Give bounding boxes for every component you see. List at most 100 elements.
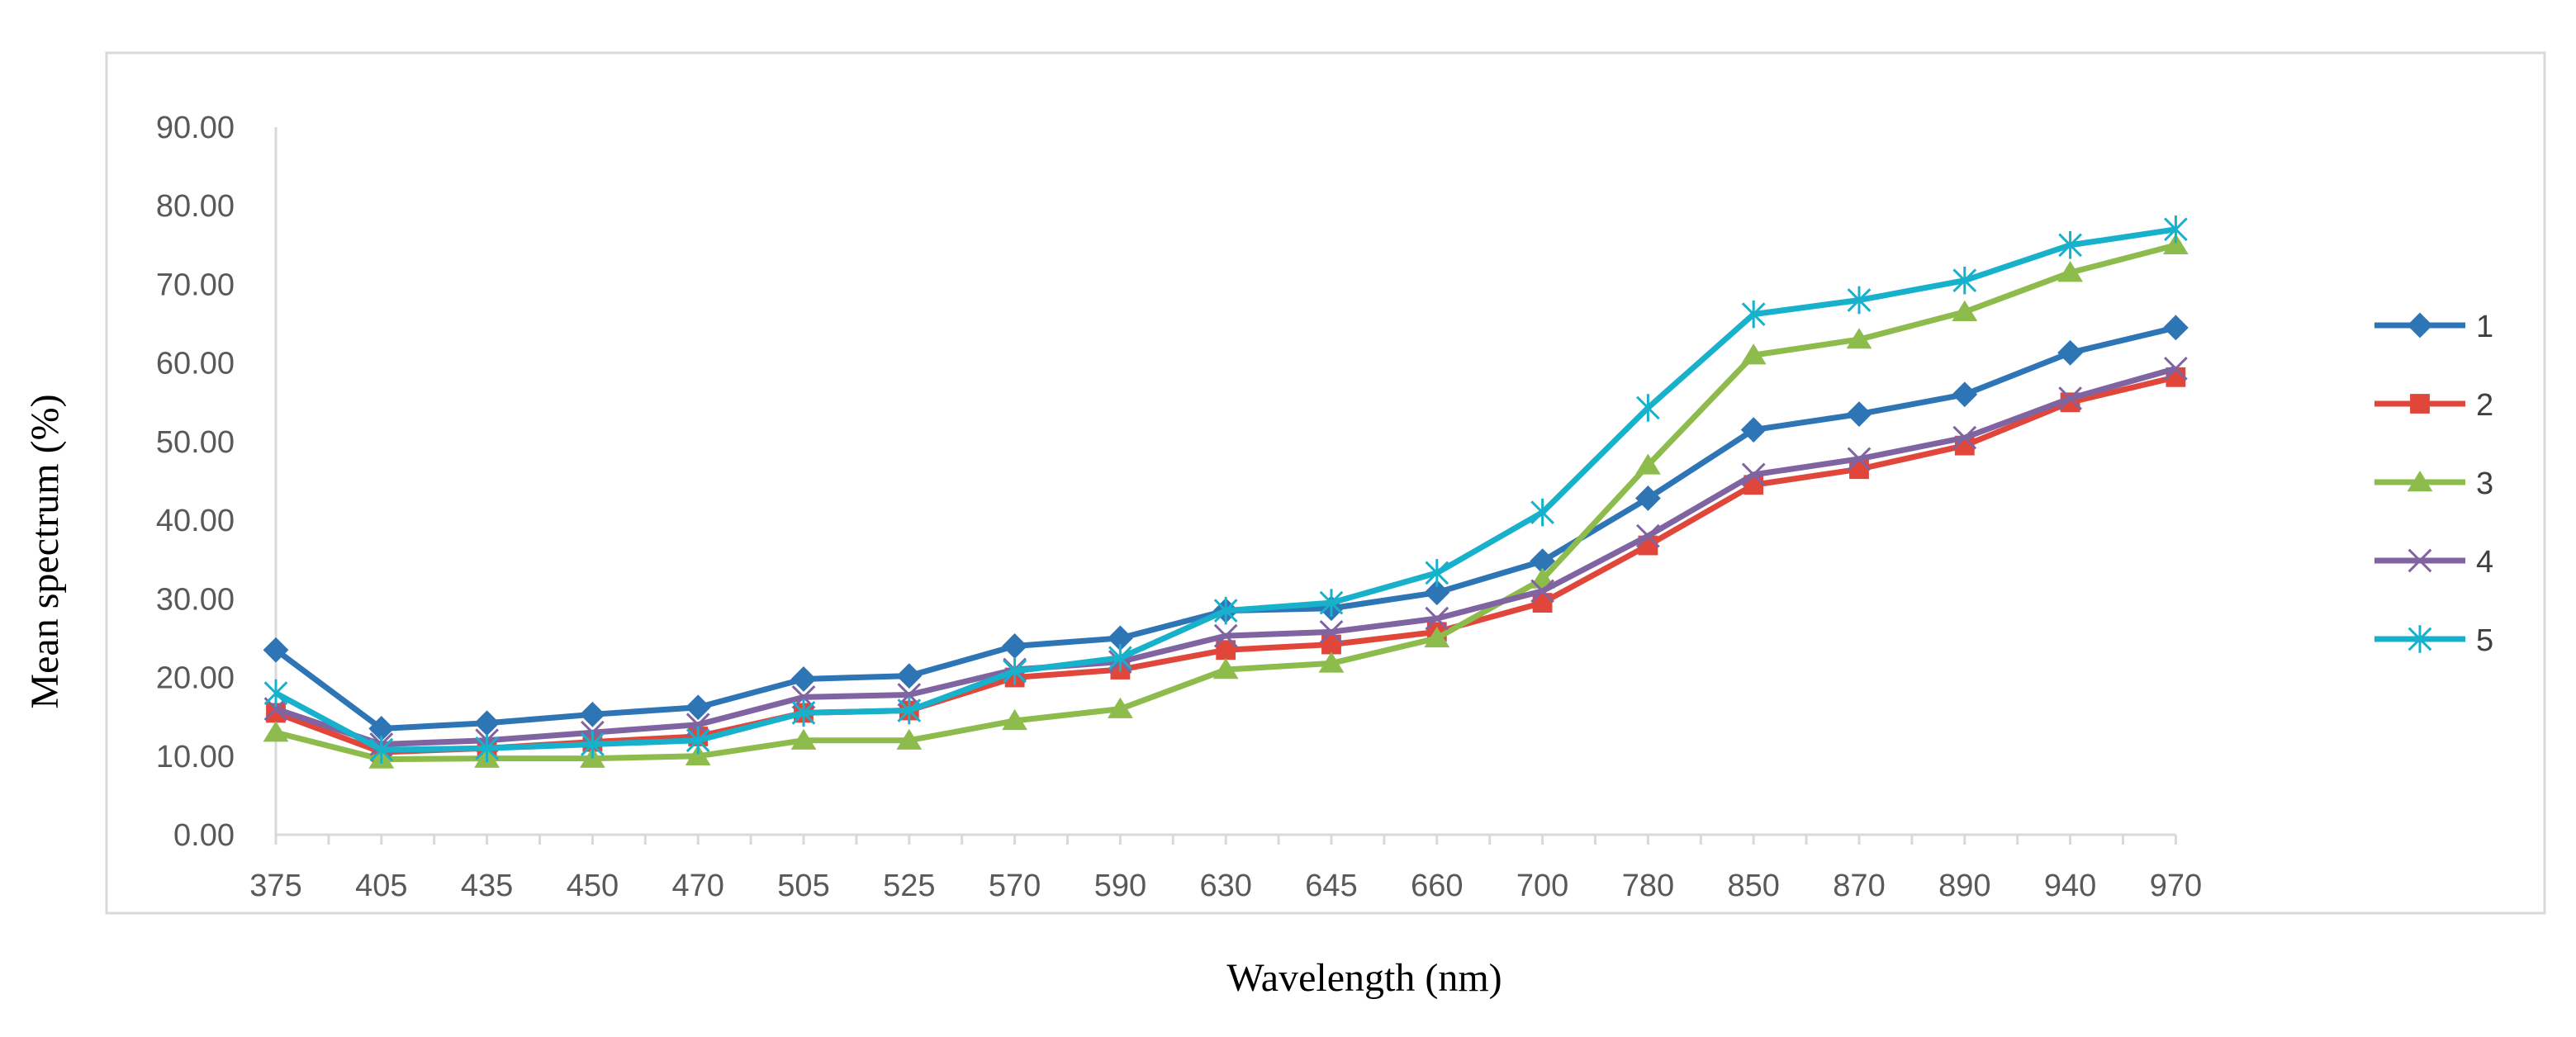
series-1-point xyxy=(1740,417,1767,443)
y-axis: 0.00 10.00 20.00 30.00 40.00 50.00 60.00 70.00 8… xyxy=(156,111,278,853)
series-4-point xyxy=(1741,462,1766,487)
series-5-point xyxy=(1636,394,1660,422)
series-4-point xyxy=(1636,523,1660,548)
series-1-point xyxy=(790,666,817,692)
chart-area-border xyxy=(105,51,2546,915)
series-5-point xyxy=(1530,498,1554,527)
x-tick-label: 405 xyxy=(355,869,407,903)
series-2-point xyxy=(1532,593,1553,613)
series-3-point xyxy=(1002,708,1027,731)
legend-item-3: 3 xyxy=(2374,466,2493,501)
series-5-point xyxy=(2164,215,2188,244)
y-tick-label: 50.00 xyxy=(156,425,235,460)
y-tick-label: 0.00 xyxy=(173,818,235,853)
series-3 xyxy=(263,233,2189,769)
series-5-point xyxy=(1213,596,1238,625)
x-tick-label: 570 xyxy=(989,869,1041,903)
series-4-point xyxy=(1530,579,1554,604)
y-tick-label: 90.00 xyxy=(156,111,235,145)
y-tick-label: 80.00 xyxy=(156,189,235,224)
series-1-point xyxy=(263,637,289,663)
legend-label: 3 xyxy=(2476,466,2493,501)
series-3-point xyxy=(1740,343,1767,365)
series-5-point xyxy=(1847,286,1872,315)
legend-swatch-marker xyxy=(2407,312,2433,339)
x-tick-label: 525 xyxy=(883,869,935,903)
series-4-point xyxy=(2164,356,2188,381)
x-tick-label: 780 xyxy=(1622,869,1674,903)
series-5-point xyxy=(1319,589,1344,617)
y-tick-label: 40.00 xyxy=(156,504,235,538)
x-tick-label: 435 xyxy=(461,869,513,903)
series-4-point xyxy=(1952,425,1977,450)
legend-swatch-marker xyxy=(2408,548,2432,573)
legend-label: 1 xyxy=(2476,310,2493,344)
x-tick-label: 890 xyxy=(1938,869,1990,903)
series-3-point xyxy=(1635,453,1661,475)
x-tick-label: 590 xyxy=(1094,869,1146,903)
series-3-point xyxy=(263,721,289,742)
series-3-point xyxy=(2163,233,2189,255)
series-3-point xyxy=(1424,626,1450,648)
x-tick-label: 870 xyxy=(1833,869,1885,903)
x-axis-title: Wavelength (nm) xyxy=(1226,956,1501,1000)
series-5-point xyxy=(263,679,288,708)
series-5-point xyxy=(2058,231,2082,259)
series-5-point xyxy=(791,698,816,727)
series-1-point xyxy=(896,663,923,689)
series-3-point xyxy=(685,744,711,765)
series-3-point xyxy=(1108,697,1133,718)
x-tick-label: 850 xyxy=(1727,869,1779,903)
series-3-point xyxy=(1212,658,1239,679)
x-tick-label: 450 xyxy=(567,869,619,903)
series-1-point xyxy=(2162,315,2189,341)
series-1-point xyxy=(1952,381,1978,408)
x-axis: 375 405 435 450 470 505 525 570 590 630 645 660 700 7… xyxy=(249,833,2202,903)
legend-item-1: 1 xyxy=(2374,310,2493,344)
legend-swatch-marker xyxy=(2407,471,2433,492)
series-5-point xyxy=(686,726,710,755)
legend-label: 4 xyxy=(2476,545,2493,580)
series-4-point xyxy=(1425,606,1449,631)
y-tick-label: 20.00 xyxy=(156,661,235,696)
legend: 1 2 3 4 5 xyxy=(2374,310,2493,658)
series-1-point xyxy=(1424,580,1450,606)
x-tick-label: 630 xyxy=(1199,869,1251,903)
legend-item-4: 4 xyxy=(2374,545,2493,580)
legend-label: 5 xyxy=(2476,623,2493,658)
y-tick-label: 60.00 xyxy=(156,347,235,381)
series-5-point xyxy=(1741,300,1766,329)
series-3-point xyxy=(896,728,923,750)
legend-item-5: 5 xyxy=(2374,623,2493,658)
series-5-point xyxy=(369,736,394,764)
series-1-point xyxy=(685,694,711,721)
x-tick-label: 505 xyxy=(777,869,829,903)
series-1-point xyxy=(1846,401,1872,427)
legend-swatch-marker xyxy=(2410,394,2430,414)
x-tick-label: 470 xyxy=(671,869,723,903)
series-4-point xyxy=(1319,619,1344,644)
legend-swatch-marker xyxy=(2408,625,2432,653)
series-5-point xyxy=(1108,643,1132,672)
x-tick-label: 700 xyxy=(1516,869,1568,903)
x-tick-label: 660 xyxy=(1411,869,1463,903)
x-tick-label: 940 xyxy=(2044,869,2096,903)
series-1-point xyxy=(1634,485,1661,511)
series-2-point xyxy=(1216,640,1236,661)
series-5-point xyxy=(1952,266,1977,295)
legend-label: 2 xyxy=(2476,388,2493,423)
y-tick-label: 30.00 xyxy=(156,582,235,617)
series-4-point xyxy=(1213,623,1238,648)
series-1-point xyxy=(2057,339,2084,366)
series-layer xyxy=(263,215,2189,769)
x-tick-label: 645 xyxy=(1305,869,1357,903)
y-tick-label: 70.00 xyxy=(156,268,235,302)
series-5-point xyxy=(1425,559,1449,587)
series-5-point xyxy=(581,730,605,759)
y-tick-label: 10.00 xyxy=(156,740,235,774)
series-1-point xyxy=(579,701,605,727)
series-2-point xyxy=(1321,634,1341,655)
series-5 xyxy=(263,215,2188,764)
series-3-point xyxy=(1846,328,1872,349)
